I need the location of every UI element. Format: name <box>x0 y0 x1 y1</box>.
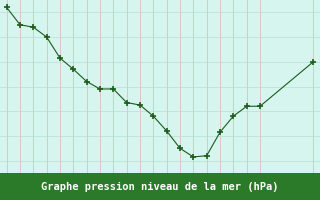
Text: Graphe pression niveau de la mer (hPa): Graphe pression niveau de la mer (hPa) <box>41 181 279 192</box>
